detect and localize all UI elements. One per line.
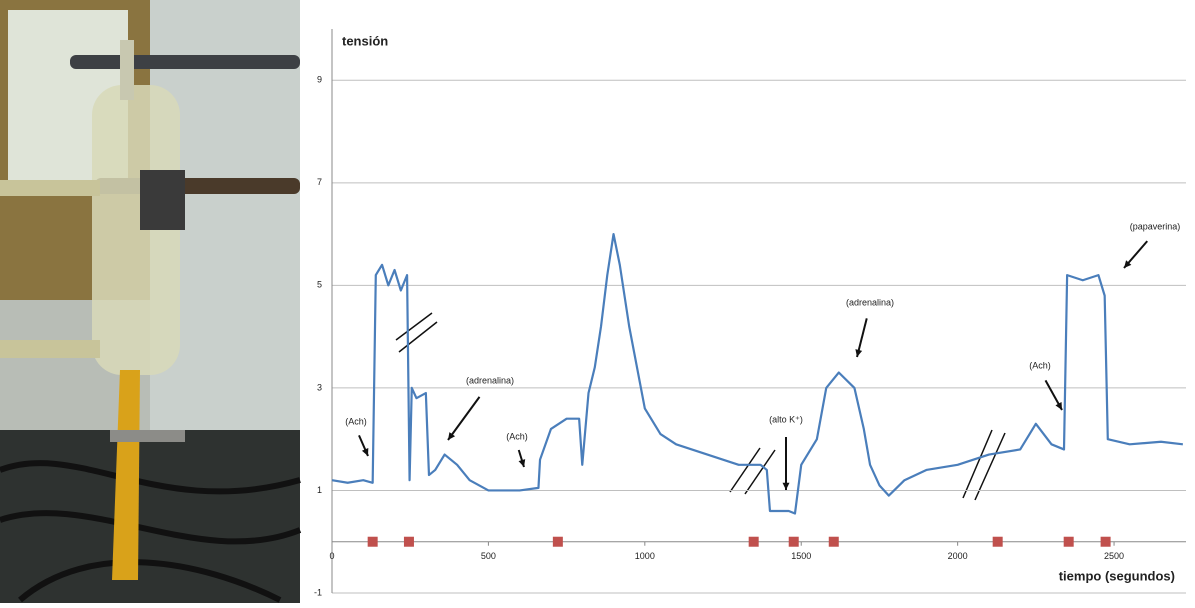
x-tick-label: 2500 (1104, 551, 1124, 561)
apparatus-photo (0, 0, 302, 603)
y-tick-label: 3 (317, 382, 322, 392)
event-marker (788, 536, 799, 547)
y-tick-label: -1 (314, 587, 322, 597)
arrow-head (361, 448, 369, 456)
arrow-head (855, 349, 863, 357)
x-tick-label: 500 (481, 551, 496, 561)
event-marker (992, 536, 1003, 547)
x-tick-label: 0 (329, 551, 334, 561)
arrow-head (1124, 260, 1132, 268)
event-marker (1063, 536, 1074, 547)
x-axis-label: tiempo (segundos) (1059, 568, 1175, 583)
annotation: (adrenalina) (466, 375, 514, 385)
event-marker (828, 536, 839, 547)
x-tick-label: 2000 (948, 551, 968, 561)
x-tick-label: 1500 (791, 551, 811, 561)
arrow-head (448, 432, 456, 440)
annotation: (Ach) (345, 416, 367, 426)
annotation: (alto K⁺) (769, 414, 803, 424)
x-tick-label: 1000 (635, 551, 655, 561)
y-axis-label: tensión (342, 33, 388, 48)
event-marker (1100, 536, 1111, 547)
annotation-arrow (447, 396, 481, 441)
arrow-head (782, 482, 790, 490)
tension-line (331, 232, 1183, 515)
annotation: (papaverina) (1130, 221, 1181, 231)
annotation: (Ach) (506, 431, 528, 441)
event-marker (403, 536, 414, 547)
arrow-head (1055, 402, 1062, 410)
event-marker (748, 536, 759, 547)
event-marker (367, 536, 378, 547)
annotation: (Ach) (1029, 360, 1051, 370)
arrow-head (518, 459, 526, 467)
y-tick-label: 5 (317, 280, 322, 290)
event-marker (552, 536, 563, 547)
break-marks (395, 312, 1006, 501)
y-tick-label: 7 (317, 177, 322, 187)
annotation: (adrenalina) (846, 297, 894, 307)
y-tick-label: 9 (317, 75, 322, 85)
y-tick-label: 1 (317, 485, 322, 495)
